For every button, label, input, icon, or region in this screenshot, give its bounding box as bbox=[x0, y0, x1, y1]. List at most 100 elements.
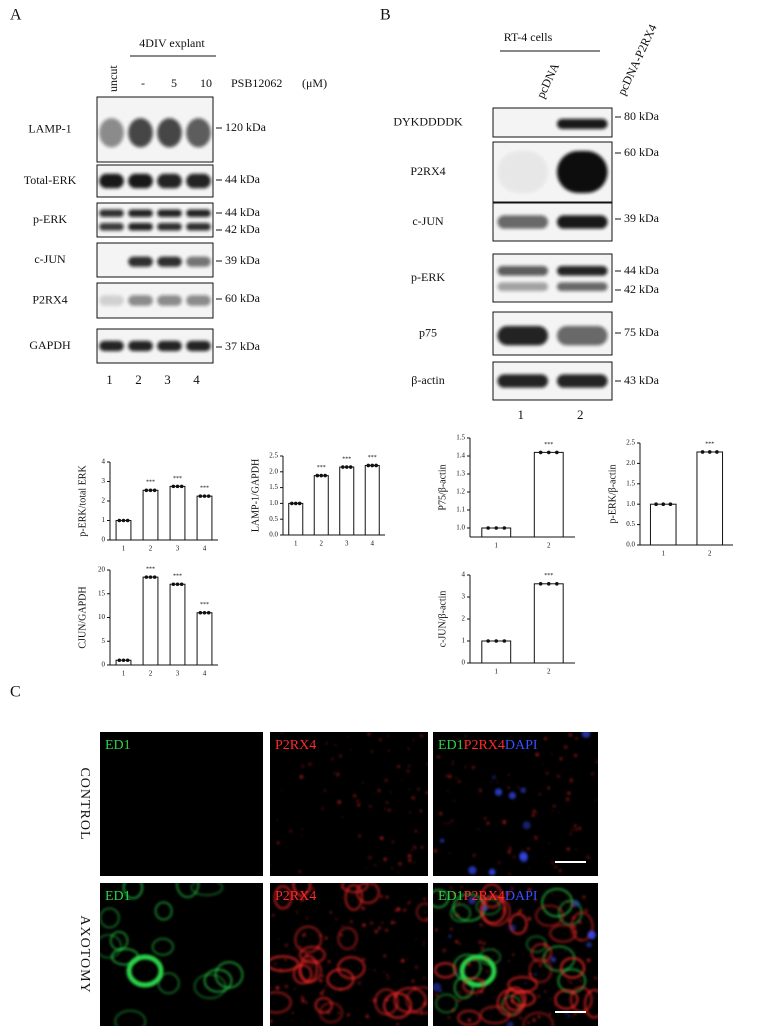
micrograph-bg bbox=[270, 732, 428, 876]
signal-dot bbox=[450, 914, 453, 918]
panel-label: B bbox=[380, 7, 391, 24]
signal-dot bbox=[468, 896, 476, 905]
replicate-dot bbox=[654, 502, 658, 507]
y-tick-label: 1.2 bbox=[456, 488, 465, 496]
y-tick-label: 0.0 bbox=[626, 541, 635, 549]
signal-dot bbox=[381, 921, 384, 924]
signal-dot bbox=[558, 869, 562, 873]
bar bbox=[533, 451, 564, 538]
signal-dot bbox=[419, 809, 423, 813]
signal-dot bbox=[545, 945, 550, 950]
y-tick-label: 2 bbox=[102, 497, 106, 505]
replicate-dot bbox=[125, 658, 130, 663]
signal-dot bbox=[581, 732, 591, 738]
signal-dot bbox=[423, 976, 426, 980]
signal-dot bbox=[517, 911, 521, 915]
blot-frame bbox=[492, 253, 613, 303]
signal-dot bbox=[407, 747, 410, 750]
signal-dot bbox=[378, 860, 381, 863]
signal-dot bbox=[493, 948, 495, 950]
significance: *** bbox=[173, 574, 182, 580]
signal-dot bbox=[398, 862, 402, 866]
replicate-dot bbox=[148, 488, 153, 493]
signal-dot bbox=[274, 962, 277, 966]
signal-dot bbox=[296, 742, 298, 745]
signal-dot bbox=[473, 978, 475, 980]
signal-dot bbox=[473, 958, 477, 962]
bar bbox=[142, 489, 159, 541]
signal-dot bbox=[551, 861, 555, 865]
signal-dot bbox=[337, 1011, 340, 1015]
band bbox=[157, 295, 182, 306]
band bbox=[128, 256, 153, 267]
replicate-dot bbox=[555, 582, 559, 586]
y-tick-label: 4 bbox=[102, 458, 106, 466]
signal-dot bbox=[272, 914, 275, 917]
replicate-dot bbox=[198, 610, 203, 615]
band bbox=[99, 173, 124, 189]
signal-ring bbox=[559, 956, 586, 979]
signal-ring bbox=[175, 883, 200, 899]
signal-dot bbox=[510, 999, 515, 1003]
x-tick-label: 1 bbox=[294, 540, 298, 548]
replicate-dot bbox=[315, 473, 320, 478]
signal-dot bbox=[363, 972, 365, 974]
signal-dot bbox=[574, 736, 579, 740]
signal-dot bbox=[298, 870, 302, 873]
lane-number: 2 bbox=[135, 372, 142, 387]
micrograph: ED1 bbox=[100, 732, 263, 876]
bar bbox=[115, 520, 132, 541]
replicate-dot bbox=[486, 526, 490, 530]
signal-dot bbox=[414, 965, 419, 970]
signal-dot bbox=[424, 917, 428, 921]
band bbox=[157, 340, 182, 352]
marker-label: 44 kDa bbox=[225, 205, 261, 219]
signal-dot bbox=[447, 822, 450, 825]
signal-dot bbox=[499, 821, 501, 824]
signal-dot bbox=[270, 863, 271, 866]
signal-dot bbox=[513, 748, 516, 751]
signal-dot bbox=[533, 898, 537, 902]
blot bbox=[96, 242, 214, 278]
y-tick-label: 0 bbox=[102, 661, 106, 669]
signal-dot bbox=[373, 969, 376, 972]
band bbox=[497, 266, 549, 276]
signal-dot bbox=[413, 861, 416, 864]
signal-dot bbox=[551, 753, 553, 755]
signal-dot bbox=[577, 920, 582, 924]
signal-dot bbox=[526, 754, 529, 757]
signal-dot bbox=[383, 954, 387, 958]
signal-dot bbox=[520, 787, 527, 794]
signal-dot bbox=[460, 886, 463, 889]
bar bbox=[533, 583, 564, 664]
replicate-dot bbox=[366, 463, 371, 468]
signal-dot bbox=[452, 892, 456, 897]
signal-dot bbox=[305, 1001, 308, 1004]
signal-ring bbox=[270, 955, 300, 973]
signal-dot bbox=[295, 910, 298, 913]
x-tick-label: 3 bbox=[345, 540, 349, 548]
replicate-dot bbox=[144, 575, 149, 579]
signal-dot bbox=[311, 763, 313, 765]
signal-dot bbox=[433, 982, 442, 992]
signal-dot bbox=[305, 917, 309, 920]
y-tick-label: 2.0 bbox=[269, 467, 278, 475]
signal-dot bbox=[327, 959, 331, 964]
signal-dot bbox=[422, 940, 426, 944]
signal-dot bbox=[464, 993, 469, 997]
replicate-dot bbox=[538, 450, 543, 455]
replicate-dot bbox=[171, 582, 176, 587]
replicate-dot bbox=[179, 582, 184, 587]
signal-dot bbox=[594, 997, 597, 999]
signal-dot bbox=[385, 895, 389, 899]
treatment-label: 4DIV explant bbox=[139, 36, 205, 50]
signal-dot bbox=[308, 762, 312, 766]
signal-dot bbox=[327, 1011, 331, 1015]
bar bbox=[142, 576, 159, 666]
signal-ring bbox=[157, 972, 180, 995]
signal-ring bbox=[314, 996, 334, 1014]
bar-chart: 0.0 0.5 1.0 1.5 2.0 2.5 1 2 *** 3 *** 4 *** LAMP-1/GA… bbox=[250, 452, 385, 548]
replicate-dot bbox=[290, 501, 294, 506]
replicate-dot bbox=[319, 473, 324, 478]
signal-dot bbox=[340, 886, 344, 890]
